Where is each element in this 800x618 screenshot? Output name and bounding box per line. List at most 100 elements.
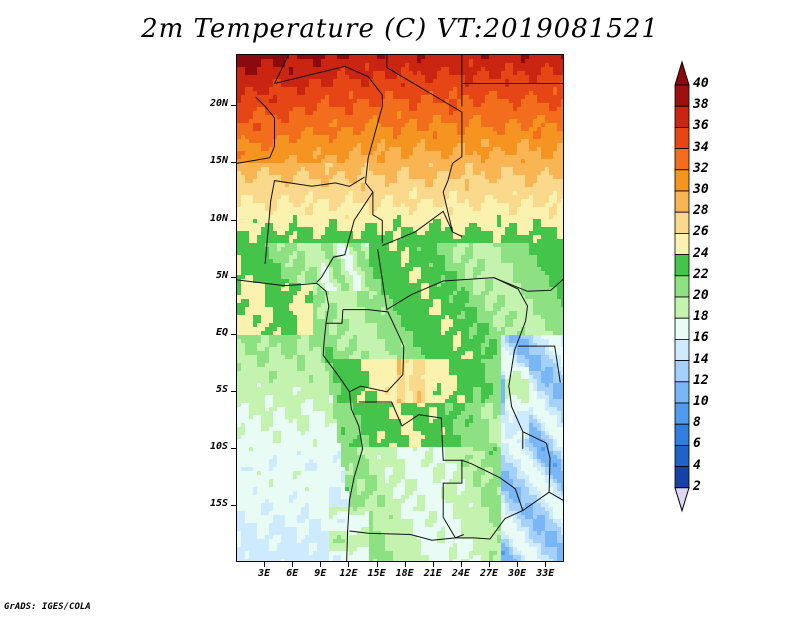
- temperature-cell: [469, 291, 473, 295]
- temperature-cell: [257, 127, 261, 131]
- temperature-cell: [465, 183, 469, 187]
- temperature-cell: [433, 135, 437, 139]
- temperature-cell: [289, 215, 293, 219]
- temperature-cell: [349, 291, 353, 295]
- temperature-cell: [345, 203, 349, 207]
- temperature-cell: [297, 107, 301, 111]
- temperature-cell: [341, 223, 345, 227]
- temperature-cell: [533, 147, 537, 151]
- temperature-cell: [537, 291, 541, 295]
- temperature-cell: [333, 219, 337, 223]
- temperature-cell: [429, 195, 433, 199]
- temperature-cell: [561, 95, 563, 99]
- temperature-cell: [241, 91, 245, 95]
- temperature-cell: [397, 187, 401, 191]
- temperature-cell: [469, 71, 473, 75]
- temperature-cell: [337, 107, 341, 111]
- temperature-cell: [293, 295, 297, 299]
- temperature-cell: [493, 215, 497, 219]
- temperature-cell: [433, 211, 437, 215]
- temperature-cell: [489, 271, 493, 275]
- temperature-cell: [361, 175, 365, 179]
- temperature-cell: [477, 135, 481, 139]
- temperature-cell: [325, 139, 329, 143]
- temperature-cell: [357, 75, 361, 79]
- temperature-cell: [553, 127, 557, 131]
- temperature-cell: [357, 283, 361, 287]
- temperature-cell: [457, 195, 461, 199]
- temperature-cell: [521, 219, 525, 223]
- temperature-cell: [421, 123, 425, 127]
- temperature-cell: [537, 287, 541, 291]
- temperature-cell: [529, 143, 533, 147]
- temperature-cell: [397, 191, 401, 195]
- temperature-cell: [325, 203, 329, 207]
- temperature-cell: [505, 251, 509, 255]
- temperature-cell: [389, 275, 393, 279]
- temperature-cell: [301, 235, 305, 239]
- temperature-cell: [253, 263, 257, 267]
- temperature-cell: [369, 223, 373, 227]
- temperature-cell: [253, 271, 257, 275]
- temperature-cell: [437, 119, 441, 123]
- temperature-cell: [305, 279, 309, 283]
- temperature-cell: [313, 235, 317, 239]
- temperature-cell: [413, 207, 417, 211]
- temperature-cell: [429, 247, 433, 251]
- temperature-cell: [353, 123, 357, 127]
- temperature-cell: [321, 119, 325, 123]
- temperature-cell: [437, 115, 441, 119]
- temperature-cell: [481, 287, 485, 291]
- temperature-cell: [309, 235, 313, 239]
- temperature-cell: [313, 259, 317, 263]
- temperature-cell: [537, 95, 541, 99]
- temperature-cell: [461, 291, 465, 295]
- temperature-cell: [433, 175, 437, 179]
- temperature-cell: [457, 179, 461, 183]
- temperature-cell: [517, 215, 521, 219]
- temperature-cell: [261, 131, 265, 135]
- temperature-cell: [457, 203, 461, 207]
- temperature-cell: [489, 203, 493, 207]
- temperature-cell: [301, 211, 305, 215]
- temperature-cell: [357, 163, 361, 167]
- temperature-cell: [257, 255, 261, 259]
- temperature-cell: [341, 259, 345, 263]
- temperature-cell: [285, 267, 289, 271]
- temperature-cell: [305, 135, 309, 139]
- temperature-cell: [541, 151, 545, 155]
- temperature-cell: [493, 195, 497, 199]
- temperature-cell: [321, 95, 325, 99]
- temperature-cell: [537, 223, 541, 227]
- temperature-cell: [477, 187, 481, 191]
- temperature-cell: [369, 123, 373, 127]
- temperature-cell: [409, 251, 413, 255]
- temperature-cell: [425, 211, 429, 215]
- temperature-cell: [517, 227, 521, 231]
- temperature-cell: [325, 259, 329, 263]
- temperature-cell: [313, 243, 317, 247]
- temperature-cell: [509, 231, 513, 235]
- temperature-cell: [465, 295, 469, 299]
- temperature-cell: [465, 127, 469, 131]
- temperature-cell: [333, 183, 337, 187]
- temperature-cell: [349, 195, 353, 199]
- temperature-cell: [241, 239, 245, 243]
- temperature-cell: [373, 91, 377, 95]
- temperature-cell: [361, 123, 365, 127]
- temperature-cell: [253, 111, 257, 115]
- temperature-cell: [281, 175, 285, 179]
- temperature-cell: [517, 171, 521, 175]
- temperature-cell: [425, 123, 429, 127]
- temperature-cell: [357, 187, 361, 191]
- temperature-cell: [385, 71, 389, 75]
- temperature-cell: [541, 75, 545, 79]
- temperature-cell: [513, 231, 517, 235]
- temperature-cell: [257, 59, 261, 63]
- temperature-cell: [457, 295, 461, 299]
- temperature-cell: [525, 179, 529, 183]
- temperature-cell: [517, 111, 521, 115]
- temperature-cell: [341, 55, 345, 59]
- temperature-cell: [313, 83, 317, 87]
- temperature-cell: [289, 263, 293, 267]
